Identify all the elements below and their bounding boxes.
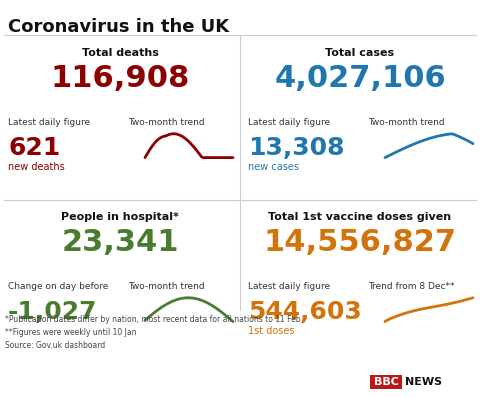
Text: 13,308: 13,308 xyxy=(248,136,345,160)
Text: 4,027,106: 4,027,106 xyxy=(274,64,446,93)
Text: BBC: BBC xyxy=(373,377,398,387)
Text: Two-month trend: Two-month trend xyxy=(128,282,204,291)
Text: 23,341: 23,341 xyxy=(61,228,179,257)
Text: Total 1st vaccine doses given: Total 1st vaccine doses given xyxy=(268,212,452,222)
FancyBboxPatch shape xyxy=(370,375,402,389)
Text: Change on day before: Change on day before xyxy=(8,282,108,291)
Text: People in hospital*: People in hospital* xyxy=(61,212,179,222)
Text: 1st doses: 1st doses xyxy=(248,326,295,336)
Text: Latest daily figure: Latest daily figure xyxy=(8,118,90,127)
Text: -1,027: -1,027 xyxy=(8,300,97,324)
Text: 544,603: 544,603 xyxy=(248,300,362,324)
Text: new deaths: new deaths xyxy=(8,162,65,172)
Text: Total cases: Total cases xyxy=(325,48,395,58)
Text: NEWS: NEWS xyxy=(406,377,443,387)
Text: *Publication dates differ by nation, most recent data for all nations to 11 Feb: *Publication dates differ by nation, mos… xyxy=(5,315,300,324)
Text: 621: 621 xyxy=(8,136,60,160)
Text: Two-month trend: Two-month trend xyxy=(128,118,204,127)
Text: Total deaths: Total deaths xyxy=(82,48,158,58)
Text: Two-month trend: Two-month trend xyxy=(368,118,444,127)
Text: **Figures were weekly until 10 Jan: **Figures were weekly until 10 Jan xyxy=(5,328,136,337)
Text: new cases: new cases xyxy=(248,162,299,172)
Text: Trend from 8 Dec**: Trend from 8 Dec** xyxy=(368,282,455,291)
Text: Latest daily figure: Latest daily figure xyxy=(248,282,330,291)
Text: 116,908: 116,908 xyxy=(50,64,190,93)
Text: Source: Gov.uk dashboard: Source: Gov.uk dashboard xyxy=(5,341,105,350)
Text: 14,556,827: 14,556,827 xyxy=(264,228,456,257)
Text: Coronavirus in the UK: Coronavirus in the UK xyxy=(8,18,229,36)
Text: Latest daily figure: Latest daily figure xyxy=(248,118,330,127)
